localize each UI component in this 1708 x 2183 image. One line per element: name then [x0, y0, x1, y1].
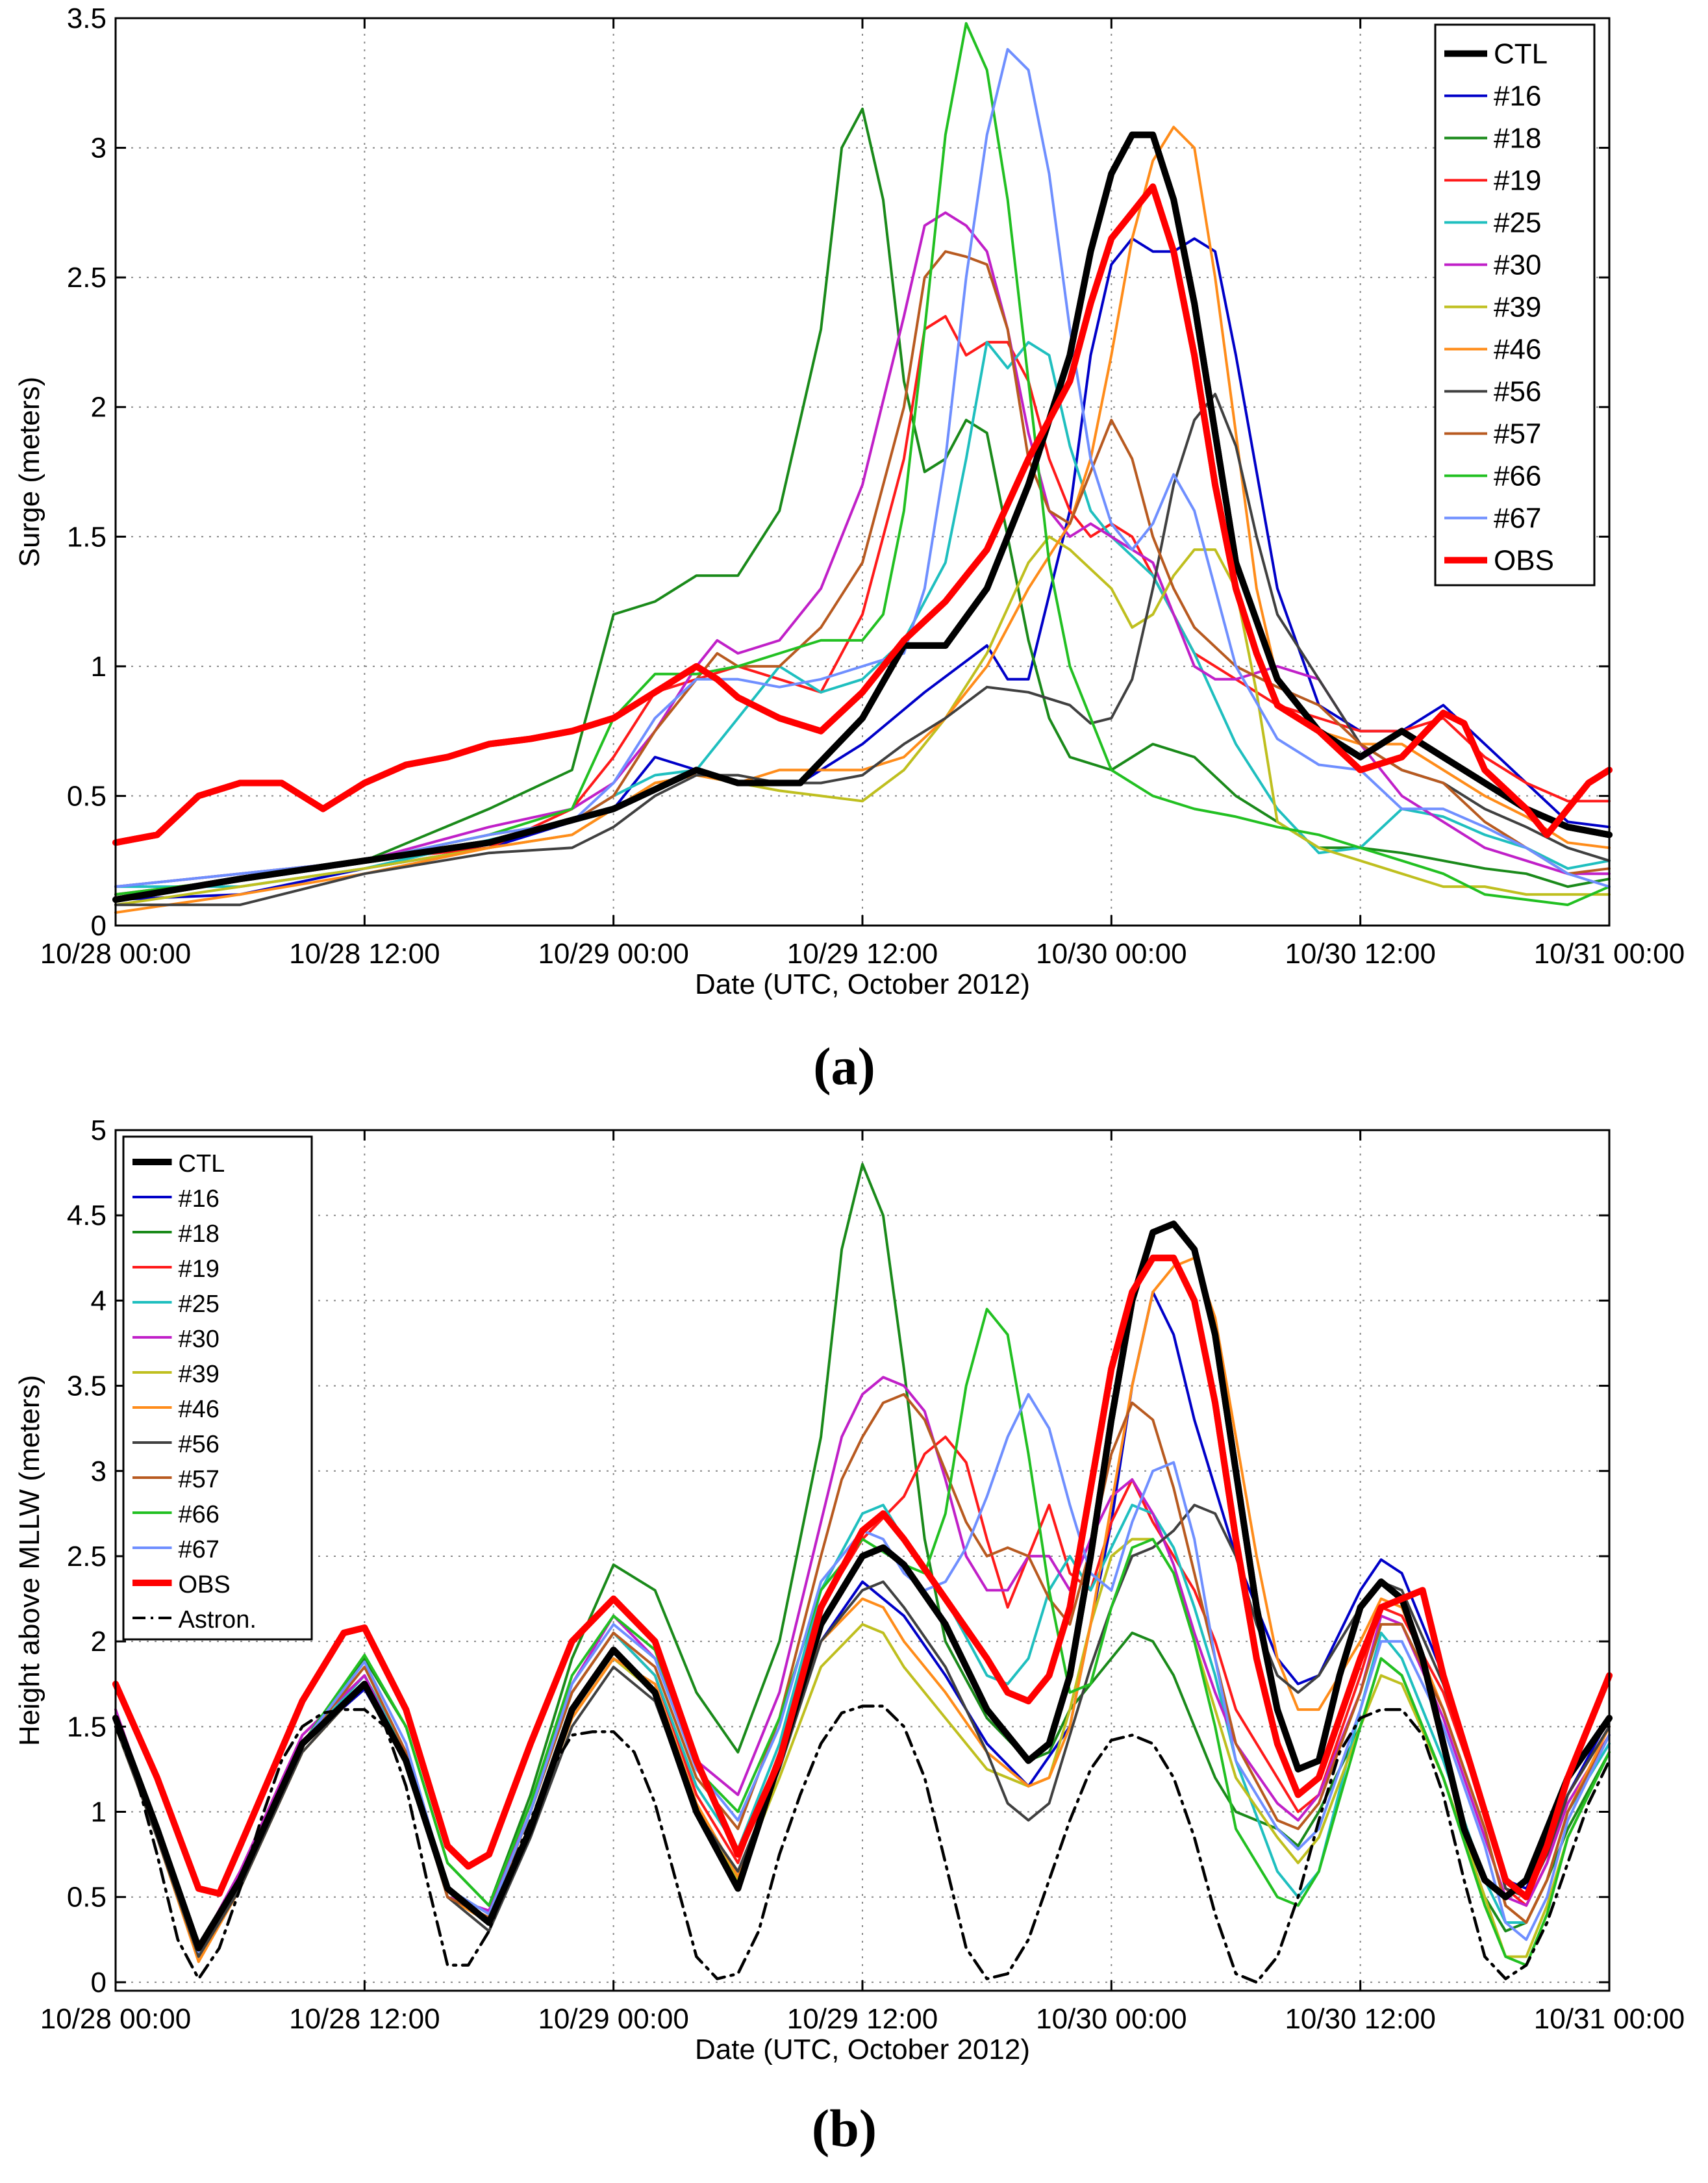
legend-label-run-16: #16 — [1494, 81, 1541, 112]
y-tick-label: 0.5 — [67, 780, 107, 812]
legend-label-obs: OBS — [179, 1571, 231, 1598]
y-tick-label: 0.5 — [67, 1882, 107, 1913]
panel-a-chart: 10/28 00:00 10/28 12:00 10/29 00:00 10/29 1… — [14, 3, 1685, 1000]
y-tick-label: 1 — [91, 1797, 107, 1828]
y-tick-label: 1 — [91, 651, 107, 683]
x-tick-label: 10/28 00:00 — [40, 938, 191, 970]
y-tick-label: 5 — [91, 1115, 107, 1146]
legend-label-run-57: #57 — [1494, 418, 1541, 450]
legend-label-run-39: #39 — [1494, 292, 1541, 323]
y-tick-label: 2.5 — [67, 1541, 107, 1572]
x-tick-label: 10/31 00:00 — [1534, 2003, 1685, 2035]
legend-label-run-66: #66 — [1494, 461, 1541, 492]
legend-label-run-39: #39 — [179, 1361, 220, 1388]
y-tick-label: 3.5 — [67, 3, 107, 34]
series-line-ctl-top — [112, 1220, 1613, 1952]
y-tick-label: 3 — [91, 1456, 107, 1487]
y-tick-label: 3.5 — [67, 1370, 107, 1402]
y-axis-label: Surge (meters) — [14, 377, 45, 567]
legend-label-run-16: #16 — [179, 1185, 220, 1213]
y-tick-label: 2.5 — [67, 262, 107, 294]
y-tick-label: 2 — [91, 1626, 107, 1658]
legend-box — [1434, 23, 1596, 587]
series-line-ctl-top — [112, 131, 1613, 903]
legend-label-run-19: #19 — [179, 1256, 220, 1283]
legend-label-run-30: #30 — [179, 1326, 220, 1353]
x-tick-label: 10/29 00:00 — [538, 938, 688, 970]
series-line-run-25 — [114, 1504, 1611, 1950]
legend-label-run-67: #67 — [1494, 503, 1541, 535]
series-line-obs-top — [112, 1254, 1613, 1900]
x-axis-label: Date (UTC, October 2012) — [695, 968, 1030, 1000]
y-tick-label: 1.5 — [67, 521, 107, 553]
x-tick-label: 10/30 12:00 — [1285, 2003, 1435, 2035]
legend-label-run-67: #67 — [179, 1536, 220, 1563]
legend-label-run-19: #19 — [1494, 165, 1541, 197]
legend-label-run-56: #56 — [179, 1431, 220, 1458]
legend-box — [122, 1135, 313, 1641]
legend-label-run-25: #25 — [1494, 207, 1541, 239]
series-line-run-19 — [114, 315, 1611, 896]
legend-label-obs: OBS — [1494, 545, 1554, 577]
y-tick-label: 0 — [91, 910, 107, 942]
legend-label-astron: Astron. — [179, 1606, 257, 1634]
legend-label-ctl: CTL — [179, 1150, 225, 1178]
x-axis-label: Date (UTC, October 2012) — [695, 2034, 1030, 2065]
y-tick-label: 2 — [91, 392, 107, 423]
y-tick-label: 3 — [91, 132, 107, 164]
panel-b-label: (b) — [811, 2099, 877, 2158]
y-tick-label: 0 — [91, 1967, 107, 1999]
legend-label-run-18: #18 — [179, 1220, 220, 1248]
x-tick-label: 10/28 12:00 — [289, 2003, 440, 2035]
series-line-run-67 — [114, 1393, 1611, 1953]
series-line-astron — [114, 1704, 1611, 1984]
legend-label-run-46: #46 — [179, 1396, 220, 1423]
series-line-run-67 — [114, 47, 1611, 889]
x-tick-label: 10/30 00:00 — [1036, 2003, 1187, 2035]
legend-label-run-66: #66 — [179, 1501, 220, 1528]
legend-label-run-56: #56 — [1494, 376, 1541, 408]
series-line-obs-top — [112, 183, 1613, 846]
x-tick-label: 10/30 12:00 — [1285, 938, 1435, 970]
series-line-run-57 — [114, 250, 1611, 902]
series-line-run-30 — [114, 1376, 1611, 1950]
legend-label-run-25: #25 — [179, 1291, 220, 1318]
y-tick-label: 4.5 — [67, 1200, 107, 1231]
x-tick-label: 10/29 00:00 — [538, 2003, 688, 2035]
x-tick-label: 10/28 00:00 — [40, 2003, 191, 2035]
x-tick-label: 10/29 12:00 — [787, 938, 938, 970]
y-tick-label: 4 — [91, 1285, 107, 1317]
legend-label-run-57: #57 — [179, 1466, 220, 1493]
y-axis-label: Height above MLLW (meters) — [14, 1375, 45, 1746]
panel-a-label: (a) — [813, 1037, 875, 1096]
x-tick-label: 10/29 12:00 — [787, 2003, 938, 2035]
legend-label-ctl: CTL — [1494, 38, 1548, 70]
legend-label-run-46: #46 — [1494, 334, 1541, 366]
series-line-run-25 — [114, 340, 1611, 889]
legend-label-run-30: #30 — [1494, 249, 1541, 281]
series-line-run-66 — [114, 22, 1611, 907]
series-line-run-66 — [114, 1307, 1611, 1967]
x-tick-label: 10/28 12:00 — [289, 938, 440, 970]
x-tick-label: 10/31 00:00 — [1534, 938, 1685, 970]
legend-label-run-18: #18 — [1494, 123, 1541, 155]
panel-b-chart: 10/28 00:00 10/28 12:00 10/29 00:00 10/29 1… — [14, 1115, 1685, 2065]
x-tick-label: 10/30 00:00 — [1036, 938, 1187, 970]
y-tick-label: 1.5 — [67, 1711, 107, 1743]
series-line-run-57 — [114, 1393, 1611, 1953]
